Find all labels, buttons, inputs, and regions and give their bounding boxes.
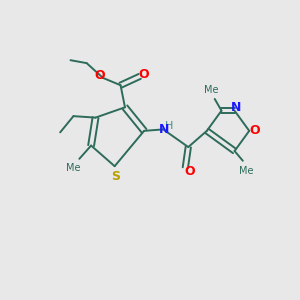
Text: O: O xyxy=(138,68,148,80)
Text: Me: Me xyxy=(66,163,81,173)
Text: O: O xyxy=(94,69,105,82)
Text: O: O xyxy=(184,165,195,178)
Text: N: N xyxy=(159,123,169,136)
Text: Me: Me xyxy=(204,85,218,94)
Text: Me: Me xyxy=(239,166,254,176)
Text: H: H xyxy=(165,121,173,131)
Text: N: N xyxy=(231,101,241,114)
Text: S: S xyxy=(111,170,120,183)
Text: O: O xyxy=(249,124,260,137)
